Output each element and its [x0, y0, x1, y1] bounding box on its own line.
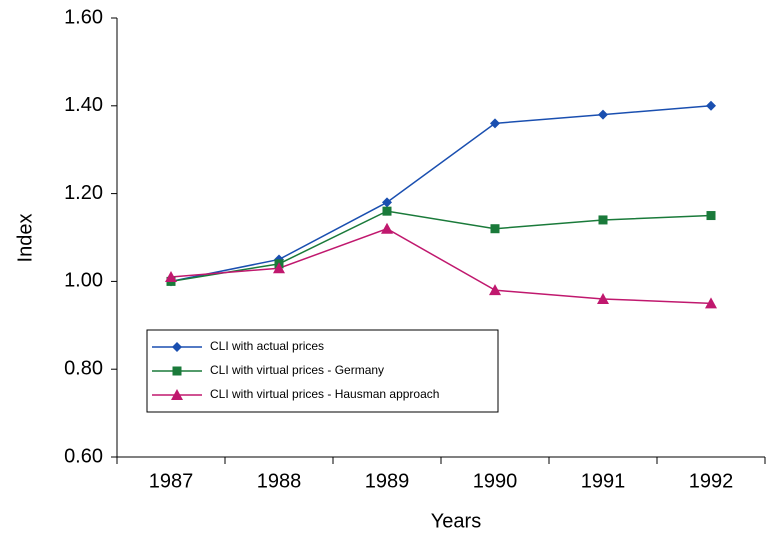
series-marker	[381, 222, 393, 234]
series-marker	[382, 206, 392, 216]
series-marker	[273, 262, 285, 274]
series-marker	[598, 215, 608, 225]
series-marker	[706, 211, 716, 221]
series-marker	[490, 224, 500, 234]
series-marker	[706, 100, 716, 111]
series-line	[170, 227, 712, 305]
legend-label: CLI with virtual prices - Germany	[210, 363, 384, 377]
series-marker	[489, 284, 501, 296]
series-line	[170, 105, 712, 283]
y-tick-label: 0.60	[64, 445, 103, 467]
x-tick-label: 1989	[365, 470, 410, 492]
series-marker	[165, 271, 177, 283]
series-marker	[705, 297, 717, 309]
y-tick-label: 0.80	[64, 357, 103, 379]
x-tick-label: 1992	[689, 470, 734, 492]
legend-marker	[172, 342, 182, 352]
x-tick-label: 1991	[581, 470, 626, 492]
legend-box	[146, 329, 499, 413]
legend-marker	[172, 366, 182, 376]
x-axis-title: Years	[431, 510, 481, 532]
x-tick-label: 1990	[473, 470, 518, 492]
series-marker	[598, 109, 608, 120]
series-line	[170, 210, 712, 283]
series-marker	[490, 118, 500, 129]
series-marker	[382, 197, 392, 208]
legend-marker	[171, 389, 183, 400]
x-tick-label: 1987	[149, 470, 194, 492]
y-tick-label: 1.40	[64, 94, 103, 116]
series-marker	[597, 292, 609, 304]
legend-label: CLI with actual prices	[210, 339, 324, 353]
x-tick-label: 1988	[257, 470, 302, 492]
y-tick-label: 1.20	[64, 182, 103, 204]
y-axis-title: Index	[14, 214, 36, 263]
y-tick-label: 1.60	[64, 6, 103, 28]
y-tick-label: 1.00	[64, 270, 103, 292]
legend-label: CLI with virtual prices - Hausman approa…	[210, 387, 439, 401]
